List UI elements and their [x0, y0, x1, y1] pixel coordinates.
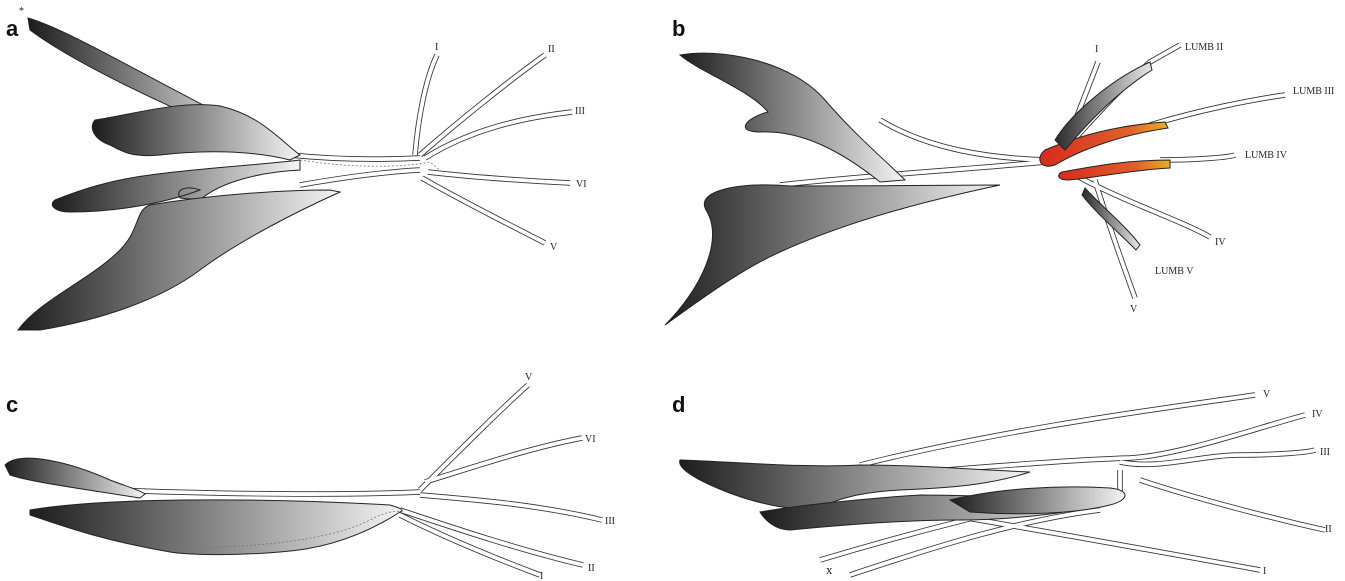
panel-letter: c: [6, 392, 18, 417]
tendon-label: LUMB II: [1185, 42, 1223, 53]
tendon-label: II: [588, 563, 595, 574]
asterisk: *: [19, 6, 24, 17]
tendon: [780, 45, 1285, 298]
muscle: [5, 458, 145, 498]
tendon-label: IV: [1312, 409, 1323, 420]
tendon-label: III: [605, 516, 615, 527]
panel-letter: a: [6, 16, 19, 41]
tendon-label: II: [1325, 524, 1332, 535]
muscle: [1082, 188, 1140, 250]
tendon-label: III: [575, 106, 585, 117]
tendon-label: VI: [576, 179, 587, 190]
tendon: [290, 55, 572, 243]
muscle: [665, 185, 1000, 325]
muscle: [92, 105, 300, 160]
panel-letter: d: [672, 392, 685, 417]
tendon-label: V: [550, 242, 558, 253]
tendon-label: VI: [585, 434, 596, 445]
tendon-label: V: [1130, 304, 1138, 315]
tendon-label: V: [525, 372, 533, 383]
panel-letter: b: [672, 16, 685, 41]
figure: a * I II III VI V b I LUMB II LUMB III L…: [0, 0, 1345, 581]
tendon-inner: [780, 45, 1285, 298]
tendon-label: I: [1263, 566, 1266, 577]
panel-a: [18, 18, 572, 330]
tendon-label: LUMB III: [1293, 86, 1334, 97]
tendon-label: x: [826, 562, 833, 577]
tendon-label: I: [1095, 44, 1098, 55]
tendon-label: LUMB V: [1155, 266, 1194, 277]
muscle: [30, 500, 402, 555]
tendon-label: IV: [1215, 237, 1226, 248]
tendon-label: LUMB IV: [1245, 150, 1288, 161]
panel-d: [680, 395, 1325, 575]
muscle-red: [1059, 160, 1170, 180]
panel-c: [5, 385, 602, 575]
panel-b: [665, 45, 1285, 325]
tendon-label: V: [1263, 389, 1271, 400]
tendon-label: I: [540, 571, 543, 581]
muscle: [680, 53, 905, 182]
tendon-label: I: [435, 42, 438, 53]
tendon-label: III: [1320, 447, 1330, 458]
tendon-label: II: [548, 44, 555, 55]
